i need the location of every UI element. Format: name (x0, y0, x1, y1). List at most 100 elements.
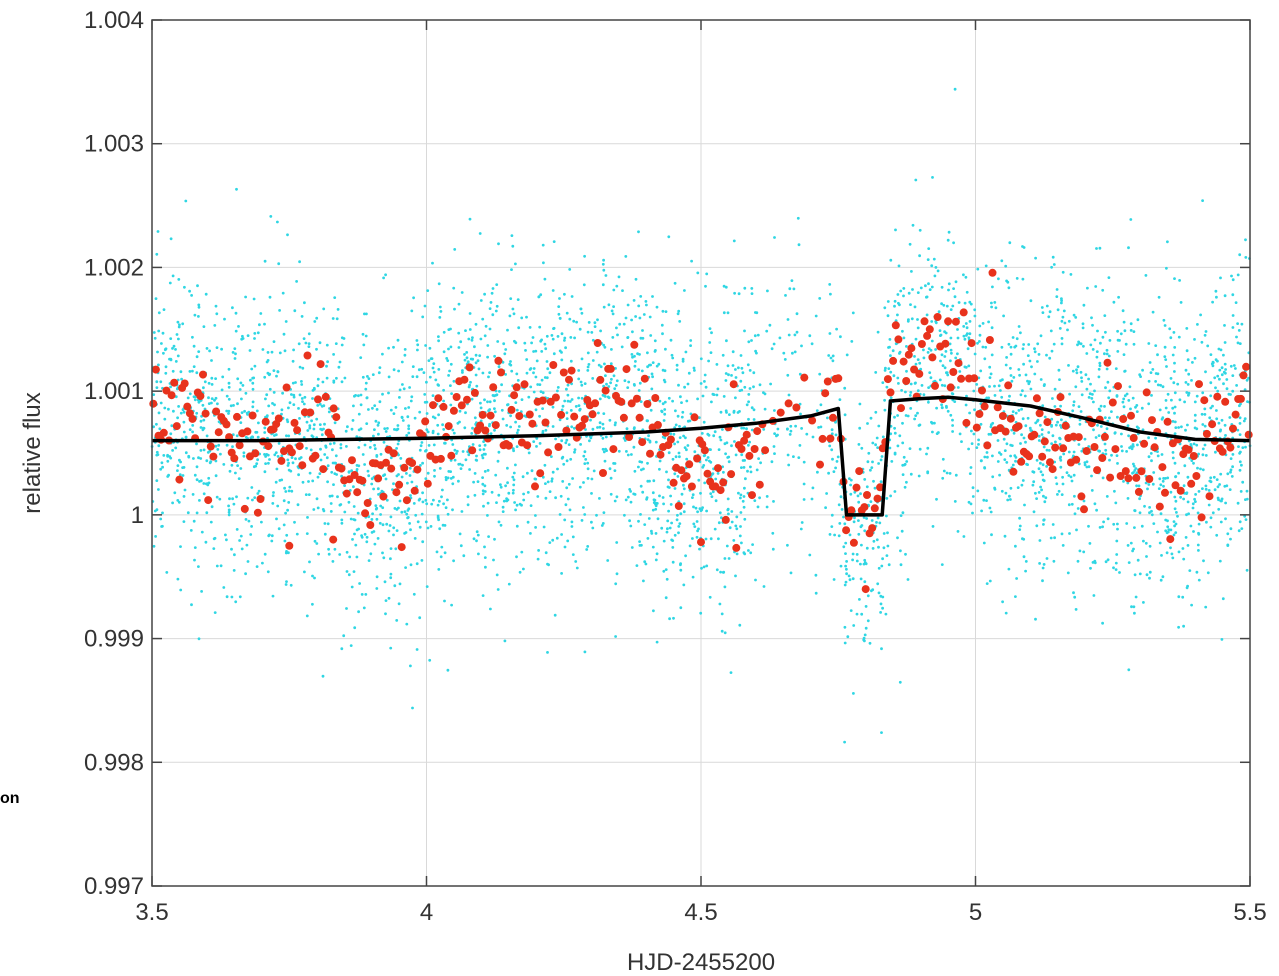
raw-data-point (710, 495, 714, 498)
raw-data-point (227, 504, 231, 508)
raw-data-point (965, 394, 968, 398)
raw-data-point (466, 503, 470, 507)
raw-data-point (1044, 496, 1048, 500)
raw-data-point (1172, 533, 1176, 537)
raw-data-point (273, 453, 277, 457)
raw-data-point (786, 318, 790, 321)
binned-data-point (625, 433, 634, 441)
raw-data-point (157, 444, 161, 448)
binned-data-point (818, 434, 827, 443)
raw-data-point (216, 448, 220, 451)
raw-data-point (661, 368, 665, 372)
raw-data-point (409, 494, 412, 497)
raw-data-point (637, 465, 640, 469)
raw-data-point (158, 427, 162, 431)
raw-data-point (1018, 373, 1021, 377)
raw-data-point (161, 465, 165, 469)
raw-data-point (1027, 382, 1031, 386)
raw-data-point (579, 380, 583, 384)
raw-data-point (876, 446, 879, 449)
raw-data-point (1229, 470, 1232, 474)
raw-data-point (371, 512, 374, 516)
raw-data-point (947, 288, 950, 292)
raw-data-point (1179, 301, 1183, 304)
binned-data-point (366, 521, 375, 529)
raw-data-point (936, 269, 940, 273)
raw-data-point (752, 418, 756, 421)
raw-data-point (1238, 433, 1242, 436)
raw-data-point (878, 521, 882, 525)
raw-data-point (559, 494, 563, 498)
raw-data-point (937, 431, 940, 434)
binned-data-point (1046, 458, 1054, 467)
raw-data-point (588, 439, 591, 443)
raw-data-point (1126, 424, 1130, 427)
raw-data-point (202, 492, 206, 496)
binned-data-point (1082, 447, 1091, 455)
raw-data-point (930, 339, 934, 343)
raw-data-point (358, 582, 361, 585)
raw-data-point (409, 528, 412, 532)
raw-data-point (1135, 484, 1138, 488)
raw-data-point (227, 385, 231, 389)
raw-data-point (734, 368, 737, 371)
raw-data-point (426, 430, 430, 434)
raw-data-point (1200, 412, 1204, 416)
raw-data-point (728, 526, 732, 530)
raw-data-point (1011, 410, 1015, 413)
binned-data-point (643, 400, 652, 408)
raw-data-point (933, 421, 936, 425)
raw-data-point (484, 324, 488, 328)
raw-data-point (1011, 463, 1015, 467)
raw-data-point (1061, 315, 1065, 319)
raw-data-point (425, 585, 429, 588)
raw-data-point (765, 329, 769, 333)
raw-data-point (305, 446, 308, 450)
raw-data-point (1192, 530, 1195, 533)
raw-data-point (692, 522, 696, 526)
raw-data-point (573, 336, 576, 340)
raw-data-point (735, 527, 739, 531)
binned-data-point (632, 394, 641, 403)
raw-data-point (1053, 387, 1057, 391)
raw-data-point (876, 582, 880, 586)
binned-data-point (1106, 473, 1115, 482)
raw-data-point (486, 514, 489, 517)
raw-data-point (1058, 456, 1062, 460)
raw-data-point (1218, 377, 1221, 381)
raw-data-point (1070, 502, 1074, 506)
raw-data-point (404, 566, 407, 569)
raw-data-point (1060, 297, 1063, 301)
raw-data-point (864, 562, 868, 566)
raw-data-point (621, 289, 624, 292)
raw-data-point (554, 496, 557, 500)
raw-data-point (1037, 434, 1041, 438)
raw-data-point (316, 404, 320, 407)
raw-data-point (400, 415, 404, 419)
raw-data-point (967, 500, 971, 504)
raw-data-point (477, 367, 481, 371)
binned-data-point (402, 496, 411, 505)
raw-data-point (1129, 541, 1133, 545)
raw-data-point (942, 469, 946, 473)
raw-data-point (178, 323, 181, 327)
raw-data-point (1147, 379, 1151, 383)
raw-data-point (1245, 497, 1249, 501)
raw-data-point (225, 595, 229, 599)
raw-data-point (817, 426, 820, 429)
raw-data-point (511, 491, 515, 495)
raw-data-point (232, 404, 235, 407)
binned-data-point (481, 426, 490, 435)
binned-data-point (870, 504, 879, 513)
raw-data-point (1019, 331, 1022, 335)
raw-data-point (272, 491, 275, 494)
raw-data-point (563, 518, 567, 522)
raw-data-point (197, 303, 201, 307)
raw-data-point (436, 503, 440, 507)
raw-data-point (722, 395, 726, 398)
raw-data-point (322, 404, 326, 408)
raw-data-point (1103, 405, 1106, 408)
raw-data-point (842, 515, 845, 519)
raw-data-point (701, 506, 704, 509)
raw-data-point (168, 281, 172, 285)
